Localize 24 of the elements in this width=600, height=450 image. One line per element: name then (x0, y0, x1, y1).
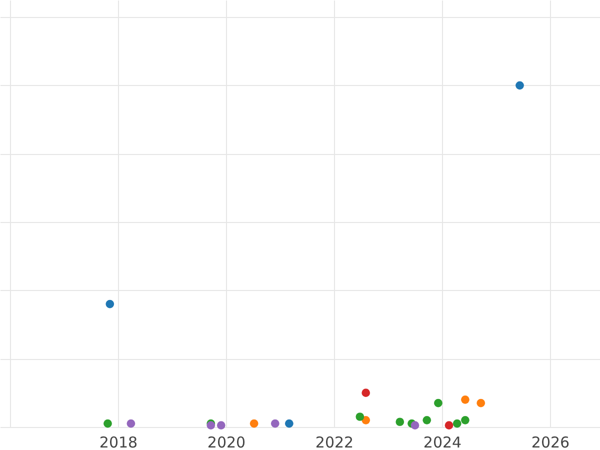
point (216, 421, 226, 430)
x-tick-label: 2022 (315, 434, 354, 450)
point (461, 395, 470, 404)
x-tick-label: 2018 (99, 434, 138, 450)
point (104, 419, 112, 428)
point (356, 412, 364, 421)
point (284, 419, 294, 428)
point (410, 421, 420, 430)
x-tick-label: 2024 (423, 434, 462, 450)
point (444, 421, 454, 430)
point (422, 416, 432, 424)
point (126, 419, 136, 428)
point (434, 398, 442, 408)
point (461, 416, 470, 424)
point (516, 81, 524, 90)
point (452, 419, 462, 428)
point (396, 418, 404, 426)
point (362, 388, 370, 398)
x-tick-label: 2020 (207, 434, 246, 450)
point (106, 300, 114, 308)
point (250, 419, 258, 428)
point (476, 398, 486, 408)
x-tick-label: 2026 (531, 434, 570, 450)
point (270, 419, 280, 428)
